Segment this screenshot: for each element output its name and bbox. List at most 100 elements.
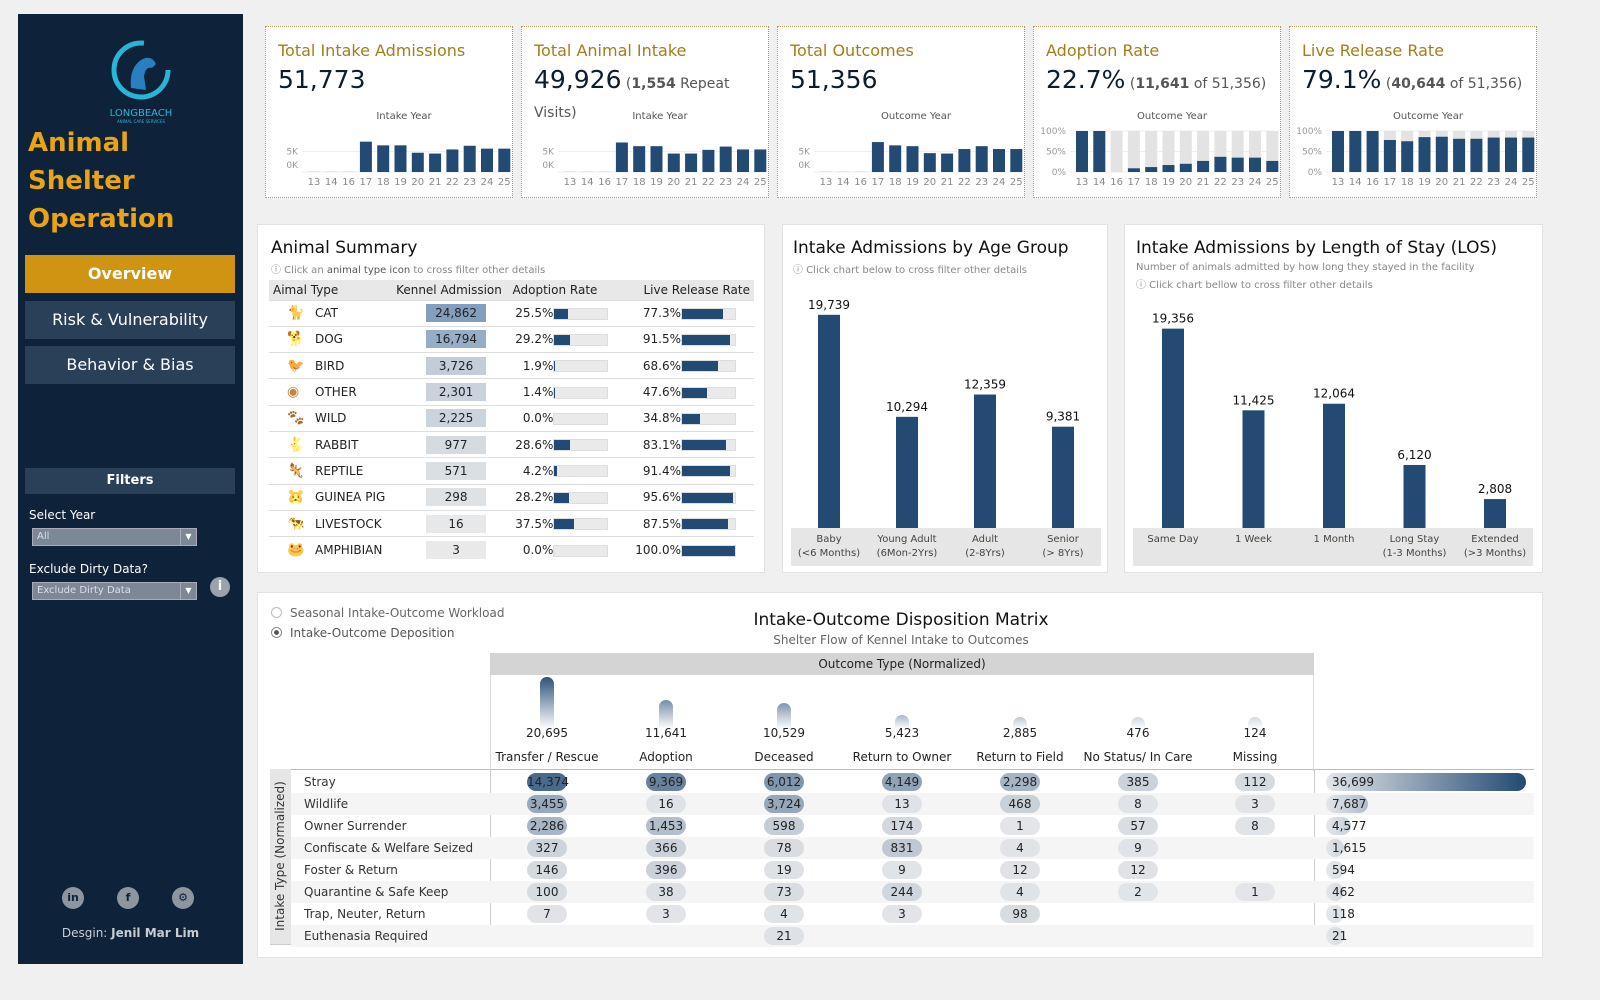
table-row[interactable]: ◉ OTHER 2,301 1.4% 47.6%: [269, 378, 754, 406]
kpi-bar[interactable]: [1366, 131, 1379, 172]
kpi-bar[interactable]: [923, 153, 936, 172]
kpi-card[interactable]: Adoption Rate 22.7% (11,641 of 51,356) Out…: [1033, 26, 1281, 198]
table-row[interactable]: 🐹 GUINEA PIG 298 28.2% 95.6%: [269, 483, 754, 511]
matrix-cell[interactable]: 9,369: [646, 773, 686, 791]
kpi-bar[interactable]: [411, 152, 424, 172]
matrix-cell[interactable]: 9: [1118, 839, 1158, 857]
matrix-cell[interactable]: 8: [1235, 817, 1275, 835]
kpi-bar[interactable]: [1487, 137, 1500, 172]
matrix-cell[interactable]: 831: [882, 839, 922, 857]
kpi-sparkline[interactable]: Outcome Year 100% 50% 0% 13 14 16 17 18 19 20 21 22 2…: [1034, 109, 1282, 189]
matrix-cell[interactable]: 100: [527, 883, 567, 901]
kpi-bar[interactable]: [1470, 138, 1483, 172]
table-row[interactable]: 🐸 AMPHIBIAN 3 0.0% 100.0%: [269, 536, 754, 563]
matrix-cell[interactable]: 8: [1118, 795, 1158, 813]
matrix-cell[interactable]: 146: [527, 861, 567, 879]
matrix-cell[interactable]: 57: [1118, 817, 1158, 835]
kpi-bar[interactable]: [975, 146, 988, 172]
kpi-bar[interactable]: [498, 148, 511, 172]
table-row[interactable]: 🐕 DOG 16,794 29.2% 91.5%: [269, 325, 754, 353]
matrix-cell[interactable]: 13: [882, 795, 922, 813]
kpi-sparkline[interactable]: Intake Year 5K 0K 13 14 16 17 18 19 20 21 22 23 24 25: [522, 109, 770, 189]
matrix-cell[interactable]: 244: [882, 883, 922, 901]
outcome-total-marker[interactable]: [1131, 717, 1145, 729]
intake-total-bar[interactable]: 7,687: [1326, 795, 1368, 813]
los-chart[interactable]: 19,356 Same Day 11,425 1 Week 12,064 1 Month 6…: [1125, 225, 1544, 574]
kpi-bar[interactable]: [871, 142, 884, 172]
kpi-bar[interactable]: [719, 146, 732, 172]
matrix-cell[interactable]: 396: [646, 861, 686, 879]
matrix-cell[interactable]: 16: [646, 795, 686, 813]
matrix-cell[interactable]: 366: [646, 839, 686, 857]
matrix-cell[interactable]: 98: [1000, 905, 1040, 923]
kpi-bar[interactable]: [702, 149, 715, 172]
matrix-cell[interactable]: 468: [1000, 795, 1040, 813]
matrix-cell[interactable]: 1: [1235, 883, 1275, 901]
age-group-chart[interactable]: 19,739 Baby (<6 Months) 10,294 Young Adult (6…: [783, 225, 1109, 574]
intake-total-bar[interactable]: 594: [1326, 861, 1355, 879]
matrix-cell[interactable]: 1,453: [646, 817, 686, 835]
kpi-bar[interactable]: [1249, 157, 1261, 172]
kpi-bar[interactable]: [1453, 138, 1466, 172]
bar[interactable]: [1242, 410, 1265, 528]
kpi-bar[interactable]: [906, 146, 919, 172]
matrix-cell[interactable]: 174: [882, 817, 922, 835]
kpi-bar[interactable]: [1010, 149, 1023, 172]
intake-total-bar[interactable]: 4,577: [1326, 817, 1366, 835]
kpi-bar[interactable]: [941, 153, 954, 172]
matrix-cell[interactable]: 21: [764, 927, 804, 945]
kpi-bar[interactable]: [685, 153, 698, 172]
kpi-bar[interactable]: [754, 149, 767, 172]
kpi-bar[interactable]: [1231, 157, 1244, 172]
kpi-card[interactable]: Total Intake Admissions 51,773 Intake Year…: [265, 26, 513, 198]
kpi-bar[interactable]: [1093, 131, 1106, 172]
facebook-icon[interactable]: f: [117, 887, 139, 909]
kpi-bar[interactable]: [1179, 163, 1192, 172]
matrix-cell[interactable]: 3,455: [527, 795, 567, 813]
kpi-bar[interactable]: [1522, 137, 1535, 172]
exclude-dirty-dropdown[interactable]: Exclude Dirty Data ▼: [32, 582, 197, 600]
nav-overview[interactable]: Overview: [25, 255, 235, 293]
matrix-cell[interactable]: 38: [646, 883, 686, 901]
kpi-bar[interactable]: [650, 146, 663, 172]
outcome-total-marker[interactable]: [895, 715, 909, 729]
matrix-cell[interactable]: 78: [764, 839, 804, 857]
outcome-total-marker[interactable]: [1013, 717, 1027, 729]
nav-behavior-bias[interactable]: Behavior & Bias: [25, 346, 235, 384]
dribbble-icon[interactable]: ⚙: [172, 887, 194, 909]
kpi-bar[interactable]: [1214, 156, 1227, 172]
other-icon[interactable]: ◉: [287, 384, 300, 401]
matrix-cell[interactable]: 9: [882, 861, 922, 879]
linkedin-icon[interactable]: in: [62, 887, 84, 909]
kpi-bar[interactable]: [1076, 131, 1088, 172]
matrix-cell[interactable]: 112: [1235, 773, 1275, 791]
kpi-sparkline[interactable]: Outcome Year 100% 50% 0% 13 14 16 17 18 19 20 21 22 2…: [1290, 109, 1538, 189]
kpi-bar[interactable]: [1197, 160, 1210, 172]
kpi-sparkline[interactable]: Intake Year 5K 0K 13 14 16 17 18 19 20 21 22 23 24 25: [266, 109, 514, 189]
livestock-icon[interactable]: 🐄: [287, 515, 305, 532]
kpi-bar[interactable]: [481, 148, 493, 172]
matrix-cell[interactable]: 2: [1118, 883, 1158, 901]
intake-total-bar[interactable]: 21: [1326, 927, 1347, 945]
matrix-cell[interactable]: 598: [764, 817, 804, 835]
table-row[interactable]: 🐈 CAT 24,862 25.5% 77.3%: [269, 299, 754, 327]
kpi-sparkline[interactable]: Outcome Year 5K 0K 13 14 16 17 18 19 20 21 22 23 24 25: [778, 109, 1026, 189]
bar[interactable]: [1052, 426, 1074, 528]
intake-total-bar[interactable]: 462: [1326, 883, 1355, 901]
table-row[interactable]: 🐄 LIVESTOCK 16 37.5% 87.5%: [269, 509, 754, 537]
matrix-cell[interactable]: 19: [764, 861, 804, 879]
table-row[interactable]: 🐇 RABBIT 977 28.6% 83.1%: [269, 430, 754, 458]
kpi-bar[interactable]: [463, 145, 476, 172]
table-row[interactable]: 🦎 REPTILE 571 4.2% 91.4%: [269, 457, 754, 485]
kpi-bar[interactable]: [1435, 136, 1448, 172]
matrix-cell[interactable]: 4,149: [882, 773, 922, 791]
matrix-cell[interactable]: 4: [1000, 839, 1040, 857]
matrix-cell[interactable]: 2,298: [1000, 773, 1040, 791]
kpi-bar[interactable]: [1383, 140, 1396, 172]
select-year-dropdown[interactable]: All ▼: [32, 528, 197, 546]
guinea-pig-icon[interactable]: 🐹: [287, 489, 305, 506]
bar[interactable]: [1403, 464, 1426, 528]
kpi-bar[interactable]: [394, 145, 407, 172]
kpi-bar[interactable]: [1505, 137, 1517, 172]
kpi-card[interactable]: Total Outcomes 51,356 Outcome Year 5K 0K 13 14…: [777, 26, 1025, 198]
